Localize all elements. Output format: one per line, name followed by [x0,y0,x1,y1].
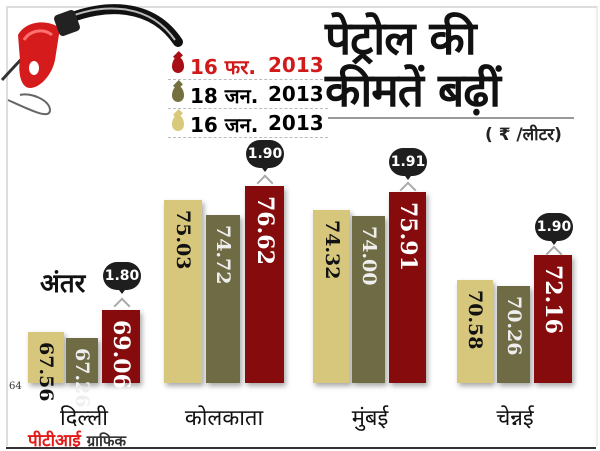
difference-badge: 1.90 [246,140,284,172]
legend-label: 16 जन. [190,113,259,137]
bar-value: 76.62 [251,196,278,265]
bar-chennai-jan16: 70.58 [457,280,493,383]
red-drop-icon [172,57,184,73]
fuel-pump-nozzle-icon [0,4,183,116]
bar-delhi-feb16: 69.06 [102,310,140,389]
chart-frame [6,6,598,446]
bar-value: 75.91 [394,202,421,271]
bar-mumbai-feb16: 75.91 [389,192,426,383]
difference-badge: 1.91 [389,148,427,180]
bar-value: 75.03 [172,210,194,270]
difference-badge: 1.90 [535,213,573,245]
difference-label: अंतर [40,269,86,299]
bar-delhi-jan18: 67.26 [66,338,98,408]
bar-chennai-feb16: 72.16 [534,255,572,383]
bar-value: 74.72 [212,225,234,285]
bar-value: 67.26 [71,348,93,408]
difference-badge: 1.80 [103,262,141,294]
legend-item-jan16: 16 जन. 2013 [168,111,328,138]
page-title: पेट्रोल की कीमतें बढ़ीं [325,11,501,117]
bar-value: 70.58 [464,290,486,350]
bar-mumbai-jan16: 74.32 [313,210,350,383]
legend-item-feb16: 16 फर. 2013 [168,53,328,80]
bar-value: 74.00 [357,226,380,286]
title-line-2: कीमतें बढ़ीं [325,63,501,117]
bottom-rule [6,447,596,449]
title-line-1: पेट्रोल की [325,11,477,65]
bar-value: 67.56 [35,342,57,402]
bar-mumbai-jan18: 74.00 [352,216,385,383]
olive-drop-icon [172,86,184,102]
bar-kolkata-feb16: 76.62 [245,186,284,383]
credit-type: ग्राफिक [86,432,127,450]
bar-kolkata-jan16: 75.03 [164,200,202,383]
credit-source: पीटीआई [28,431,81,451]
legend-label: 18 जन. [190,84,259,108]
city-label-kolkata: कोलकाता [184,406,264,431]
legend-year: 2013 [268,53,324,77]
tan-drop-icon [172,115,184,131]
legend-year: 2013 [268,111,324,135]
graphic-credit: पीटीआई ग्राफिक [28,428,126,451]
city-label-chennai: चेन्नई [496,406,534,431]
legend-item-jan18: 18 जन. 2013 [168,82,328,109]
y-axis-tick: 64 [9,381,22,392]
unit-label: ( ₹ /लीटर) [485,125,562,145]
bar-kolkata-jan18: 74.72 [206,215,240,383]
legend-label: 16 फर. [190,55,256,79]
city-label-delhi: दिल्ली [60,406,108,431]
bar-value: 72.16 [540,265,566,334]
bar-delhi-jan16: 67.56 [28,332,64,402]
bar-value: 69.06 [108,320,134,389]
bar-chennai-jan18: 70.26 [497,286,530,383]
legend-year: 2013 [268,82,324,106]
title-divider [328,117,574,119]
bar-value: 70.26 [502,296,525,356]
city-label-mumbai: मुंबई [351,406,389,431]
bar-value: 74.32 [320,220,343,280]
